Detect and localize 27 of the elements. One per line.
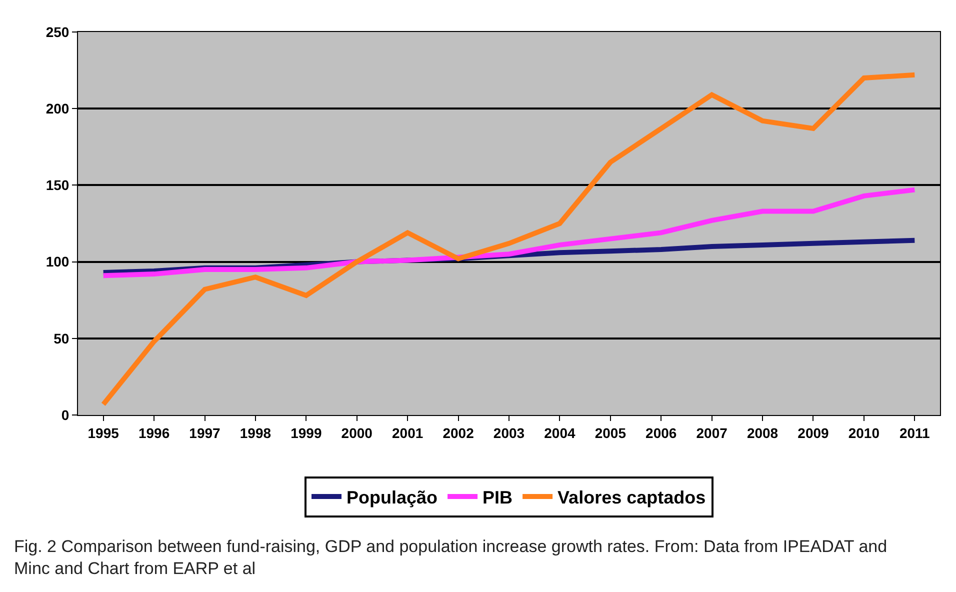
x-tick-label: 2002 [442,424,474,441]
x-tick-label: 2006 [646,424,677,441]
x-tick-label: 2000 [341,424,373,441]
x-tick-label: 2010 [848,424,880,441]
y-tick-label: 100 [46,254,70,270]
legend-label: PIB [482,488,513,508]
x-tick-label: 2009 [798,424,830,441]
x-tick-label: 2007 [696,424,728,441]
x-tick-label: 1999 [290,424,322,441]
x-tick-label: 2008 [746,424,778,441]
caption: Fig. 2 Comparison between fund-raising, GDP and population increase growth rates. From: Data from IPEADAT and Minc and Chart from EARP et al [14,536,888,580]
x-tick-label: 2011 [899,424,930,441]
y-tick-label: 250 [46,24,70,40]
x-tick-label: 2001 [392,424,424,441]
y-tick-label: 0 [61,406,70,423]
x-tick-label: 2005 [594,424,626,441]
x-tick-label: 2004 [544,424,576,441]
x-tick-label: 1997 [189,424,221,441]
y-tick-label: 200 [46,100,70,116]
y-tick-label: 150 [46,177,70,194]
x-tick-label: 1998 [240,424,272,441]
x-tick-label: 2003 [493,424,525,441]
x-tick-label: 1995 [88,424,120,441]
y-tick-label: 50 [54,330,70,346]
legend-label: População [346,488,438,508]
x-tick-label: 1996 [138,424,170,441]
legend-label: Valores captados [558,488,706,508]
